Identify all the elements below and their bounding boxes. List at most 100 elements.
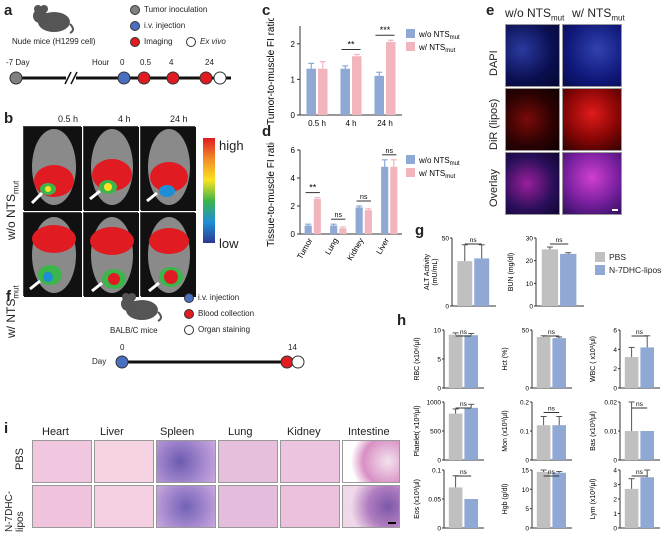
micro-overlay-w (562, 152, 622, 215)
bar (464, 335, 478, 388)
panel-label-b: b (4, 110, 14, 127)
micro-dir-w (562, 88, 622, 151)
y-axis-label: Tissue-to-muscle FI ratio (266, 142, 277, 247)
y-tick-label: 0.1 (432, 468, 441, 475)
i-row-label-pbs: PBS (14, 447, 26, 470)
sig-label: ns (360, 194, 368, 201)
legend-imaging: Imaging (144, 37, 173, 46)
color-scale-bar (203, 138, 215, 243)
b-time-24: 24 h (170, 114, 188, 124)
f-organ-staining-marker (184, 325, 194, 335)
bar (390, 166, 398, 234)
sig-label: ns (636, 469, 644, 476)
panel-a-mouse-label: Nude mice (H1299 cell) (12, 37, 96, 46)
f-legend-blood-collection: Blood collection (198, 309, 255, 318)
y-tick-label: 0 (613, 386, 617, 393)
bar (552, 425, 566, 460)
timeline-hour-label: Hour (92, 58, 110, 67)
panel-label-g: g (415, 222, 425, 239)
fluorescence-image-w-05h (23, 212, 82, 297)
y-tick-label: 20 (526, 258, 534, 265)
y-tick-label: 0.05 (428, 497, 441, 504)
b-row-label-wo: w/o NTSmut (4, 180, 21, 240)
y-axis-label: WBC ( x10³/μl) (590, 336, 597, 382)
legend-tumor-inoculation: Tumor inoculation (144, 5, 208, 14)
histology-pbs-intestine (342, 440, 400, 483)
mouse-icon (30, 2, 74, 34)
x-tick-label: 24 h (377, 119, 393, 128)
fluorescence-image-wo-24h (140, 126, 196, 211)
micro-dir-wo (505, 88, 560, 151)
y-axis-label: Hct (%) (502, 347, 509, 370)
histology-pbs-spleen (156, 440, 216, 483)
y-tick-label: 0 (437, 386, 441, 393)
chart-h-mon: 0 0.1 0.2 Mon (x10³/μl) ns (502, 400, 572, 465)
y-tick-label: 0 (525, 526, 529, 533)
y-tick-label: 50 (522, 328, 530, 335)
y-axis-label: Lym (x10³/μl) (590, 479, 597, 520)
organ-label-heart: Heart (42, 426, 69, 438)
organ-label-liver: Liver (100, 426, 124, 438)
x-tick-label: 4 h (345, 119, 356, 128)
histology-n7dhc-liver (94, 485, 154, 528)
y-tick-label: 1000 (427, 400, 442, 407)
panel-label-d: d (262, 123, 272, 140)
sig-label: ns (386, 148, 394, 155)
y-axis-label: Eos (x10³/μl) (414, 479, 421, 519)
histology-n7dhc-spleen (156, 485, 216, 528)
bar (304, 225, 312, 234)
legend-swatch (406, 42, 415, 51)
sig-label: ns (556, 237, 564, 244)
y-tick-label: 3 (613, 482, 617, 489)
bar (386, 42, 396, 115)
e-row-label-overlay: Overlay (488, 169, 500, 207)
chart-h-platelet: 0 500 1000 Platelet( x10³/μl) ns (414, 400, 484, 465)
histology-pbs-liver (94, 440, 154, 483)
timeline-tick-05: 0.5 (140, 58, 152, 67)
ex-vivo-marker (186, 37, 196, 47)
y-axis-label: Mon (x10³/μl) (502, 410, 509, 451)
bar (552, 472, 566, 528)
bar (306, 68, 316, 115)
organ-label-lung: Lung (228, 426, 253, 438)
micro-dapi-wo (505, 24, 560, 87)
x-tick-label: Lung (323, 237, 340, 257)
y-tick-label: 10 (522, 487, 530, 494)
panel-label-c: c (262, 2, 271, 19)
bar (340, 68, 350, 115)
legend-iv-injection: i.v. injection (144, 21, 186, 30)
y-tick-label: 10 (526, 281, 534, 288)
bar (536, 425, 551, 460)
legend-swatch (406, 168, 415, 177)
sig-label: ns (460, 469, 468, 476)
e-row-label-dapi: DAPI (488, 50, 500, 76)
y-tick-label: 0.02 (604, 400, 617, 407)
bar (448, 334, 463, 388)
scale-low-label: low (219, 236, 239, 251)
chart-h-hct: 0 50 Hct (%) ns (502, 328, 572, 393)
histology-n7dhc-heart (32, 485, 92, 528)
chart-g-bun: 0 10 20 30 BUN (mg/dl) ns (508, 236, 584, 310)
y-tick-label: 0 (525, 386, 529, 393)
timeline-f (115, 355, 305, 369)
fluorescence-image-wo-05h (23, 126, 82, 211)
sig-label: ** (309, 183, 317, 193)
legend-ex-vivo: Ex vivo (200, 37, 226, 46)
sig-label: ** (347, 39, 355, 49)
timeline-tick-4: 4 (169, 58, 174, 67)
g-legend-swatch-pbs (595, 252, 605, 262)
fluorescence-image-w-4h (83, 212, 139, 297)
bar (457, 261, 473, 306)
panel-label-e: e (486, 2, 495, 19)
histology-n7dhc-kidney (280, 485, 340, 528)
fluorescence-image-wo-4h (83, 126, 139, 211)
f-day-label: Day (92, 357, 107, 366)
y-tick-label: 1 (291, 75, 296, 84)
sig-label: ns (548, 329, 556, 336)
bar (381, 166, 389, 234)
bar (364, 210, 372, 234)
b-row-label-w: w/ NTSmut (4, 285, 21, 338)
y-axis-label: RBC (x10⁶/μl) (414, 337, 421, 380)
chart-h-rbc: 0 5 10 RBC (x10⁶/μl) ns (414, 328, 484, 393)
y-tick-label: 15 (522, 468, 530, 475)
